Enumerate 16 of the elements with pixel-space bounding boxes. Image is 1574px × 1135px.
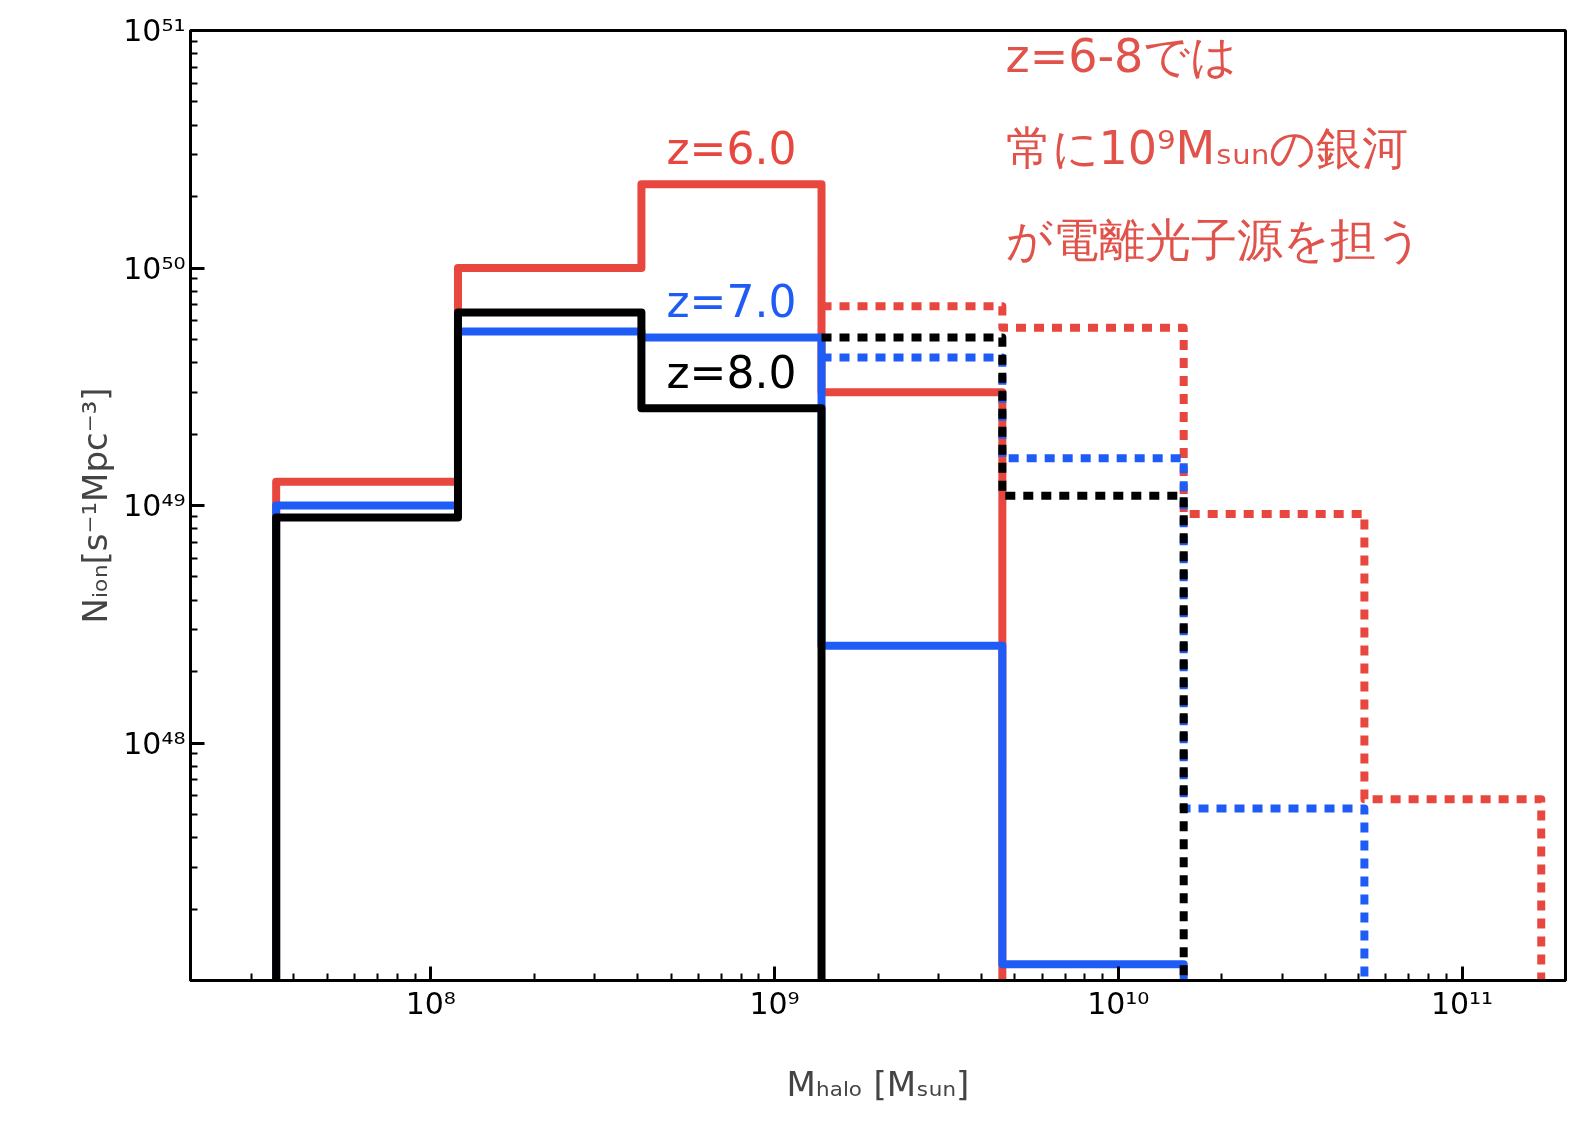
y-tick-label: 10⁵⁰: [123, 250, 186, 286]
series-label: z=8.0: [666, 347, 797, 399]
annotation: 常に10⁹Mₛᵤₙの銀河: [1005, 120, 1409, 175]
series-label: z=6.0: [666, 123, 797, 175]
x-tick-label: 10⁸: [405, 985, 456, 1021]
x-tick-label: 10¹¹: [1430, 985, 1494, 1021]
x-axis-title: Mₕₐₗₒ [Mₛᵤₙ]: [786, 1063, 970, 1104]
y-axis-title: Nᵢₒₙ[s⁻¹Mpc⁻³]: [75, 387, 116, 624]
annotation: が電離光子源を担う: [1005, 212, 1423, 267]
series-label: z=7.0: [666, 276, 797, 328]
y-tick-label: 10⁴⁸: [123, 725, 186, 761]
y-tick-label: 10⁵¹: [123, 13, 186, 48]
x-tick-label: 10¹⁰: [1087, 985, 1150, 1021]
x-tick-label: 10⁹: [749, 985, 800, 1021]
annotation: z=6-8では: [1005, 28, 1238, 83]
y-tick-label: 10⁴⁹: [123, 488, 186, 523]
